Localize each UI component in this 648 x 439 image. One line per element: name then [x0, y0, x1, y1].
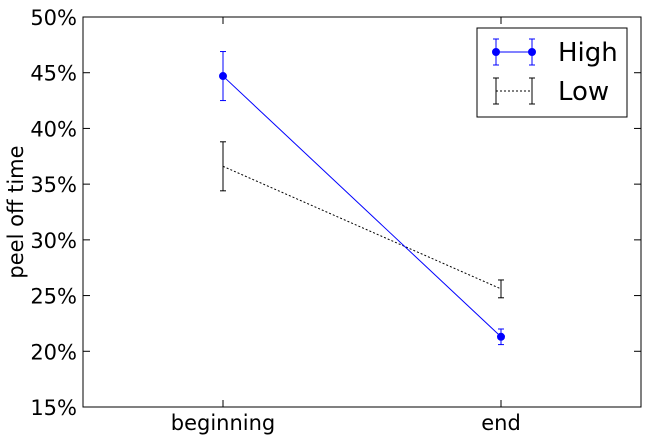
y-tick-label: 20% [30, 340, 77, 364]
legend-high-marker [528, 48, 536, 56]
legend: High Low [476, 27, 628, 118]
series-high-point [497, 332, 505, 341]
legend-low-label: Low [558, 77, 609, 107]
legend-box [476, 27, 628, 118]
series-high-point [219, 72, 227, 81]
y-tick-label: 35% [30, 173, 77, 197]
plot-frame [82, 16, 642, 408]
y-axis: 15% 20% 25% 30% 35% 40% 45% 50% [30, 6, 641, 420]
legend-high-marker [492, 48, 500, 56]
y-tick-label: 15% [30, 396, 77, 420]
y-tick-label: 50% [30, 6, 77, 30]
x-tick-label: end [481, 411, 521, 435]
x-axis: beginning end [171, 17, 521, 435]
series-high-line [222, 75, 502, 338]
legend-high-label: High [558, 38, 618, 68]
y-tick-label: 45% [30, 62, 77, 86]
x-tick-label: beginning [171, 411, 276, 435]
y-tick-label: 30% [30, 229, 77, 253]
y-tick-label: 25% [30, 285, 77, 309]
y-tick-label: 40% [30, 117, 77, 141]
y-axis-label: peel off time [4, 145, 28, 278]
plot-marks [219, 51, 505, 346]
series-low-line [222, 165, 502, 290]
